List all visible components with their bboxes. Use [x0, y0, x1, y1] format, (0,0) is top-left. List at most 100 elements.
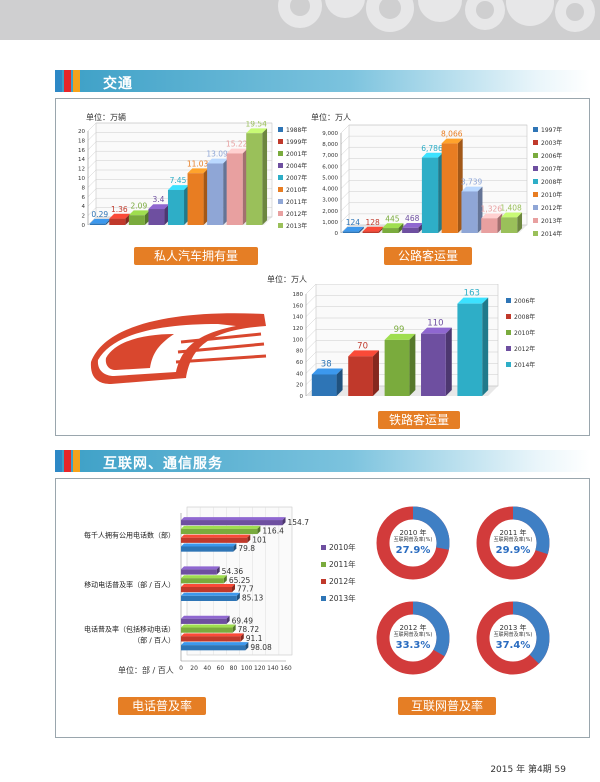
- donut-value: 37.4%: [495, 640, 531, 651]
- x-tick-label: 60: [217, 665, 225, 672]
- bar-top: [181, 534, 251, 538]
- bar: [181, 618, 227, 624]
- grid-diag: [340, 202, 350, 211]
- donut-share-slice: [476, 506, 550, 580]
- bar: [461, 191, 478, 233]
- bar-side: [409, 333, 416, 396]
- bar-side: [398, 223, 404, 233]
- bar-top: [362, 226, 384, 232]
- bar-top: [501, 212, 523, 218]
- bar-value-label: 128: [366, 218, 381, 227]
- donut-year: 2013 年: [499, 624, 527, 632]
- donut-ring: [376, 601, 450, 675]
- legend-label: 2010年: [329, 542, 356, 552]
- bar-value-label: 3.4: [152, 195, 164, 204]
- grid-diag: [87, 169, 97, 179]
- bar-top: [441, 138, 463, 144]
- bar-value-label: 1.36: [111, 205, 128, 214]
- legend-label: 2006年: [514, 297, 535, 305]
- stripe-blue: [55, 450, 62, 472]
- y-tick-label: 16: [78, 148, 85, 154]
- bar-value-label: 91.1: [246, 634, 263, 643]
- bar: [181, 537, 248, 543]
- train-illustration: [90, 313, 267, 384]
- donut-caption: 互联网普及率(%): [493, 632, 533, 638]
- donut-center-text: 2011 年互联网普及率(%) 29.9%: [474, 504, 552, 582]
- bar-top: [226, 148, 248, 154]
- section-title-traffic: 交通: [103, 76, 133, 92]
- grid-diag: [340, 147, 350, 156]
- bar-value-label: 116.4: [262, 527, 284, 536]
- y-tick-label: 6,000: [322, 164, 338, 170]
- bar: [181, 546, 234, 552]
- y-tick-label: 80: [296, 349, 303, 355]
- donut-ring: [476, 601, 550, 675]
- y-tick-label: 9,000: [322, 131, 338, 137]
- grid-diag: [340, 135, 350, 145]
- bar: [384, 339, 410, 396]
- bar-value-label: 8,066: [441, 130, 463, 139]
- bar-value-label: 445: [385, 214, 400, 223]
- donut-ring: [376, 506, 450, 580]
- legend-swatch: [506, 346, 511, 351]
- bar-top: [382, 223, 404, 229]
- donut-year: 2011 年: [499, 529, 527, 537]
- grid-diag: [340, 224, 350, 234]
- donut-caption: 互联网普及率(%): [493, 537, 533, 543]
- grid-diag: [305, 351, 317, 363]
- category-label: 电话普及率（包括移动电话）: [84, 624, 175, 633]
- bar-top: [246, 128, 268, 134]
- donut-caption: 互联网普及率(%): [393, 632, 433, 638]
- bar-side: [231, 584, 235, 593]
- donut-hole: [490, 615, 536, 661]
- legend-label: 2014年: [514, 361, 535, 369]
- y-tick-label: 4: [82, 204, 86, 210]
- bar: [226, 153, 243, 225]
- bar-side: [236, 592, 240, 601]
- bar-side: [223, 575, 227, 584]
- legend-swatch: [533, 166, 538, 171]
- bar-value-label: 468: [405, 214, 420, 223]
- donut-year: 2010 年: [399, 529, 427, 537]
- legend-label: 2011年: [286, 198, 307, 206]
- bar-top: [311, 368, 343, 375]
- grid-diag: [305, 295, 317, 306]
- bar-value-label: 69.49: [232, 616, 254, 625]
- section-title-internet: 互联网、通信服务: [103, 456, 223, 472]
- rail-chart-tag: 铁路客运量: [378, 411, 460, 429]
- legend-label: 2007年: [541, 165, 562, 173]
- bar-top: [342, 226, 364, 232]
- legend-label: 2011年: [329, 559, 356, 569]
- legend-label: 2012年: [329, 576, 356, 586]
- legend-label: 2007年: [286, 174, 307, 182]
- legend-swatch: [506, 362, 511, 367]
- bar: [181, 636, 241, 642]
- page-footer: 2015 年 第4期 59: [490, 765, 566, 775]
- y-tick-label: 0: [82, 223, 86, 229]
- legend-label: 2013年: [329, 593, 356, 603]
- bar-top: [187, 168, 209, 174]
- bar-value-label: 99: [394, 325, 405, 335]
- y-tick-label: 100: [293, 337, 304, 343]
- bar-top: [181, 615, 230, 619]
- bar-value-label: 65.25: [229, 576, 251, 585]
- grid-diag: [340, 180, 350, 189]
- grid-diag: [340, 191, 350, 200]
- bar-top: [128, 210, 150, 216]
- rail-unit: 单位：万人: [267, 275, 307, 284]
- bar: [181, 569, 217, 575]
- bar-top: [421, 327, 452, 334]
- grid-diag: [305, 306, 317, 317]
- category-label: （部 / 百人）: [133, 635, 175, 644]
- internet-chart-tag: 互联网普及率: [398, 697, 496, 715]
- legend-label: 2014年: [541, 230, 562, 238]
- section-header-internet: 互联网、通信服务: [55, 450, 590, 472]
- bar-value-label: 6,786: [421, 144, 443, 153]
- bar-side: [232, 624, 236, 633]
- y-tick-label: 180: [293, 292, 304, 298]
- legend-label: 1997年: [541, 126, 562, 134]
- bar-value-label: 85.13: [242, 594, 264, 603]
- donut-value: 33.3%: [395, 640, 431, 651]
- y-tick-label: 2: [82, 214, 86, 220]
- bar: [181, 587, 232, 593]
